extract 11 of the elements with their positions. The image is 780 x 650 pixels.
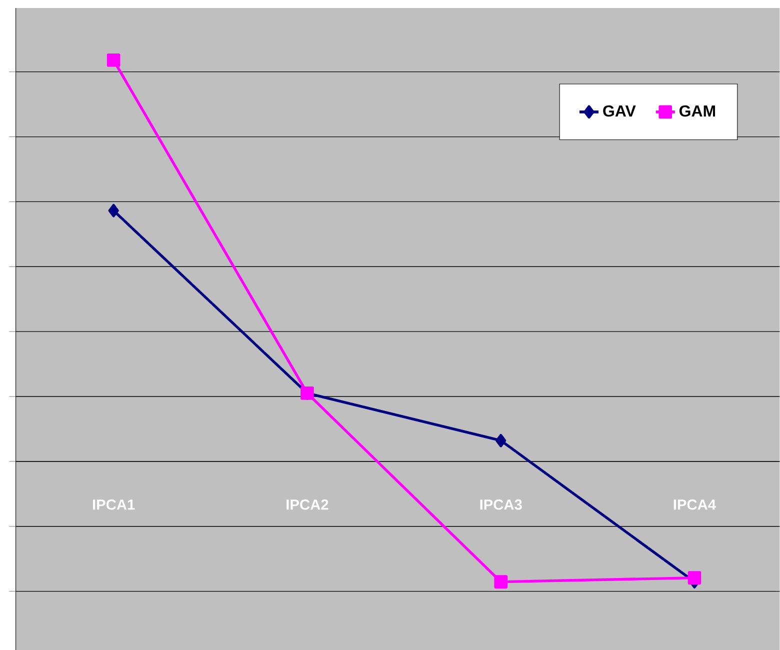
x-tick-label: IPCA4 [674,499,716,510]
point [106,53,120,67]
legend-label: GAM [679,105,716,116]
legend-label: GAV [603,105,636,116]
x-tick-label: IPCA1 [93,499,135,510]
point [108,204,119,218]
point [688,571,702,584]
x-tick-label: IPCA2 [286,499,328,510]
x-tick-label: IPCA3 [480,499,522,510]
point [494,575,508,588]
point [496,434,506,448]
